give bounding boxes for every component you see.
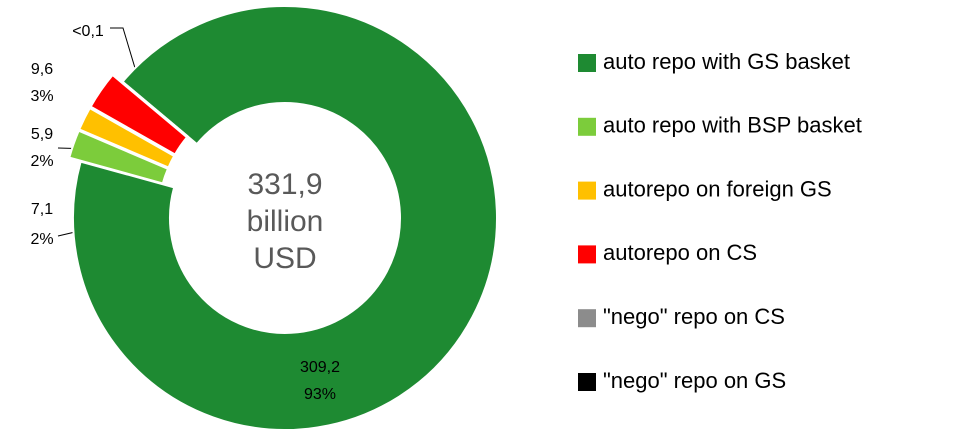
center-unit: USD — [253, 242, 316, 275]
percent-label: 3% — [30, 88, 53, 105]
data-label: <0,1 — [72, 23, 104, 40]
center-unit: billion — [247, 205, 324, 238]
legend-swatch — [578, 245, 596, 264]
donut-slice — [72, 5, 498, 431]
data-label: 5,9 — [31, 126, 53, 143]
donut-slice — [89, 73, 189, 156]
legend-label: auto repo with GS basket — [603, 49, 850, 74]
data-label: 309,2 — [300, 359, 340, 376]
legend-swatch — [578, 309, 596, 328]
center-total: 331,9 — [247, 168, 322, 201]
legend-swatch — [578, 54, 596, 72]
legend-swatch — [578, 181, 596, 200]
donut-slice — [111, 72, 190, 138]
percent-label: 2% — [30, 231, 53, 248]
legend-swatch — [578, 373, 596, 391]
legend-label: "nego" repo on GS — [603, 368, 786, 393]
donut-slice — [68, 129, 170, 185]
legend-label: autorepo on foreign GS — [603, 176, 832, 201]
legend-label: autorepo on CS — [603, 240, 757, 265]
percent-label: 93% — [304, 386, 336, 403]
percent-label: 2% — [30, 153, 53, 170]
legend-label: "nego" repo on CS — [603, 304, 785, 329]
legend-label: auto repo with BSP basket — [603, 113, 862, 138]
donut-slice — [77, 106, 176, 169]
legend-swatch — [578, 117, 596, 136]
data-label: 9,6 — [31, 61, 53, 78]
data-label: 7,1 — [31, 201, 53, 218]
